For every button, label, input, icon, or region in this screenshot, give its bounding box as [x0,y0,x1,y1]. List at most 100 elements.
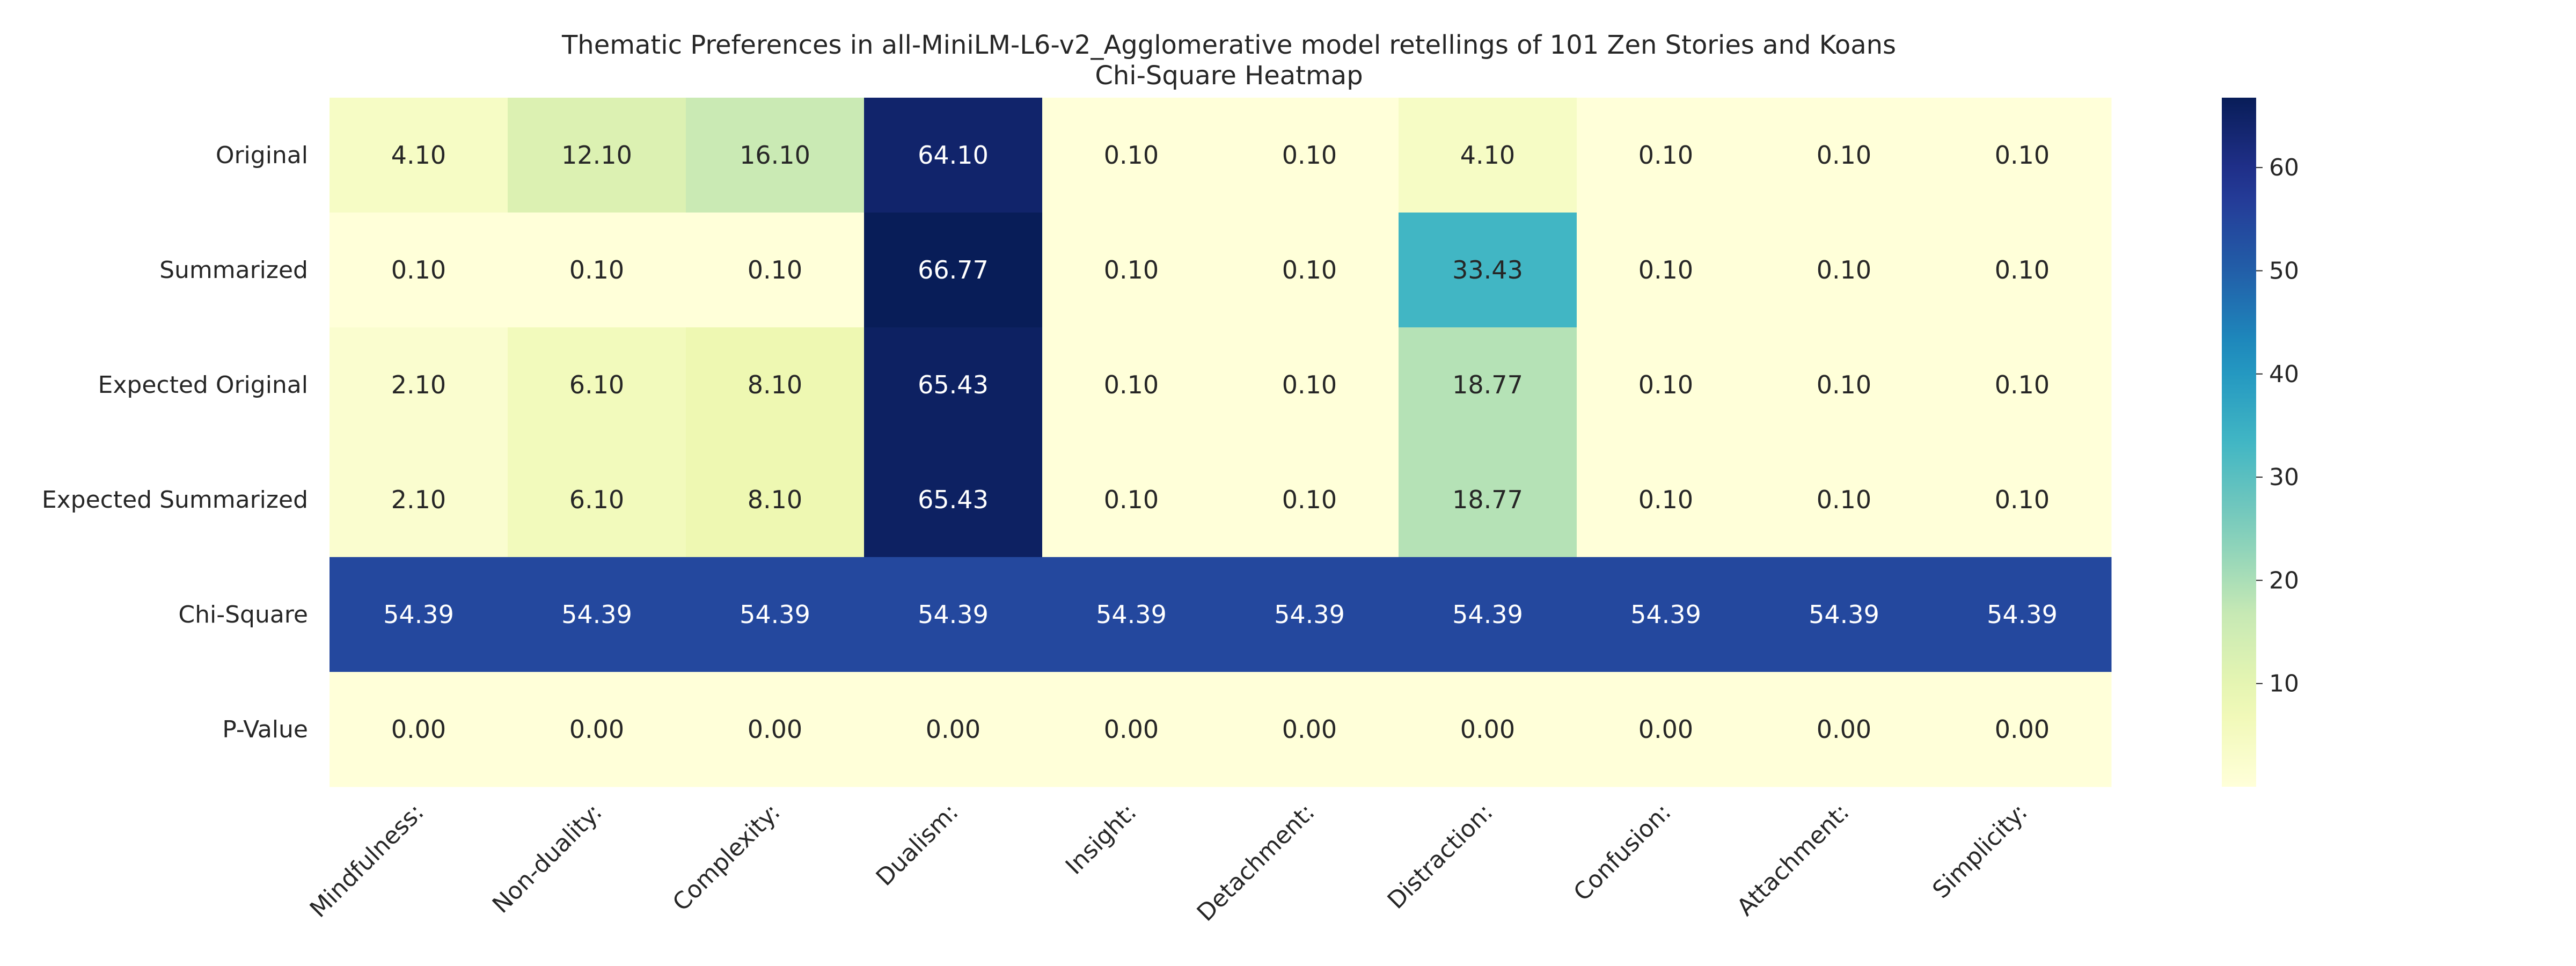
heatmap-cell [1399,327,1577,443]
heatmap-cell-value: 0.10 [1282,255,1337,284]
colorbar-tick-label: 50 [2269,257,2299,284]
heatmap-cell-value: 54.39 [918,600,989,629]
heatmap-cell [330,327,508,443]
heatmap-cell-value: 4.10 [391,141,446,170]
heatmap-cell [864,557,1043,672]
heatmap-cell-value: 0.00 [926,715,980,744]
heatmap-cell-value: 0.10 [1282,370,1337,399]
heatmap-cell [686,327,865,443]
heatmap-cell [686,557,865,672]
colorbar-tick-label: 40 [2269,361,2299,388]
heatmap-cell [1220,672,1399,787]
colorbar-tick-label: 20 [2269,567,2299,594]
heatmap-cell [1399,672,1577,787]
heatmap-cell [1933,672,2112,787]
heatmap-cell [686,442,865,558]
heatmap-cell [1577,442,1755,558]
heatmap-cell [1042,327,1221,443]
heatmap-cell [864,442,1043,558]
colorbar-ticks: 10 20 30 40 50 60 [2256,154,2299,698]
heatmap-cell [1042,213,1221,328]
heatmap-cell-value: 0.10 [1282,485,1337,514]
heatmap-cell-value: 0.00 [569,715,624,744]
heatmap-cell [1042,98,1221,213]
heatmap-cell-value: 0.10 [1638,255,1693,284]
heatmap-cell [1577,213,1755,328]
heatmap-cell-value: 0.00 [1104,715,1159,744]
heatmap-cell-value: 0.10 [1817,141,1871,170]
heatmap-cell [1220,557,1399,672]
heatmap-cell-value: 54.39 [1452,600,1523,629]
heatmap-cell [1933,327,2112,443]
heatmap-cell [508,557,686,672]
heatmap-cell [1933,98,2112,213]
heatmap-cell-value: 0.10 [1995,255,2050,284]
heatmap-cell [864,672,1043,787]
column-labels: Mindfulness: Non-duality: Complexity: Duali… [305,799,2033,927]
heatmap-cell [1399,98,1577,213]
heatmap-cell [508,98,686,213]
heatmap-cell-value: 54.39 [1096,600,1167,629]
heatmap-cell-value: 54.39 [1630,600,1701,629]
heatmap-cell [1755,672,1934,787]
heatmap-cell-value: 0.10 [1817,255,1871,284]
row-label: Original [216,142,308,169]
heatmap-cell-value: 0.00 [1817,715,1871,744]
heatmap-cell [864,213,1043,328]
heatmap-cell [686,98,865,213]
heatmap-cell-value: 54.39 [1274,600,1345,629]
heatmap-cell [508,442,686,558]
heatmap-cell-value: 65.43 [918,485,989,514]
heatmap-cell-value: 54.39 [383,600,454,629]
heatmap-cell [1577,557,1755,672]
heatmap-cell-value: 64.10 [918,141,989,170]
heatmap-cell-value: 2.10 [391,485,446,514]
heatmap-cell-labels: 4.10 12.10 16.10 64.10 0.10 0.10 4.10 0.10 0.10 0… [383,141,2058,744]
heatmap-cell-value: 0.00 [391,715,446,744]
heatmap-cell [1220,442,1399,558]
heatmap-cell [508,672,686,787]
heatmap-cell-value: 8.10 [748,485,802,514]
chart-subtitle: Chi-Square Heatmap [1095,61,1363,91]
heatmap-cell-value: 0.10 [1995,141,2050,170]
heatmap-cell-value: 18.77 [1452,370,1523,399]
heatmap-cell-value: 0.00 [1995,715,2050,744]
row-label: Chi-Square [178,601,308,628]
colorbar-tick-label: 60 [2269,154,2299,181]
column-label: Detachment: [1192,799,1320,927]
heatmap-cell [1577,672,1755,787]
heatmap-cell [864,98,1043,213]
heatmap-cell [1220,98,1399,213]
heatmap-cell-value: 12.10 [561,141,632,170]
heatmap-cell-value: 0.10 [1282,141,1337,170]
heatmap-cell [330,213,508,328]
heatmap-cell [1755,327,1934,443]
heatmap-cell-value: 18.77 [1452,485,1523,514]
heatmap-cell [1933,213,2112,328]
heatmap-cell [1399,213,1577,328]
heatmap-cell-value: 0.00 [1638,715,1693,744]
heatmap-cell-value: 0.10 [1104,141,1159,170]
heatmap-cell [1755,442,1934,558]
heatmap-cell-value: 66.77 [918,255,989,284]
colorbar-tick-label: 30 [2269,464,2299,491]
chart-title: Thematic Preferences in all-MiniLM-L6-v2… [561,30,1896,60]
heatmap-cell [1220,213,1399,328]
heatmap-cell-value: 0.10 [1638,370,1693,399]
heatmap-cell [1755,557,1934,672]
colorbar-tick-label: 10 [2269,670,2299,698]
heatmap-cell-value: 0.10 [569,255,624,284]
heatmap-cell-value: 0.10 [1995,485,2050,514]
heatmap-cell-value: 54.39 [561,600,632,629]
row-label: Expected Original [98,371,308,399]
heatmap-cell [1933,442,2112,558]
heatmap-cell-value: 65.43 [918,370,989,399]
column-label: Insight: [1060,799,1142,880]
column-label: Distraction: [1382,799,1498,914]
heatmap-cell-value: 0.10 [1817,370,1871,399]
heatmap-cells [330,98,2112,787]
row-label: P-Value [222,716,308,743]
heatmap-cell [1042,442,1221,558]
heatmap-cell-value: 54.39 [740,600,810,629]
